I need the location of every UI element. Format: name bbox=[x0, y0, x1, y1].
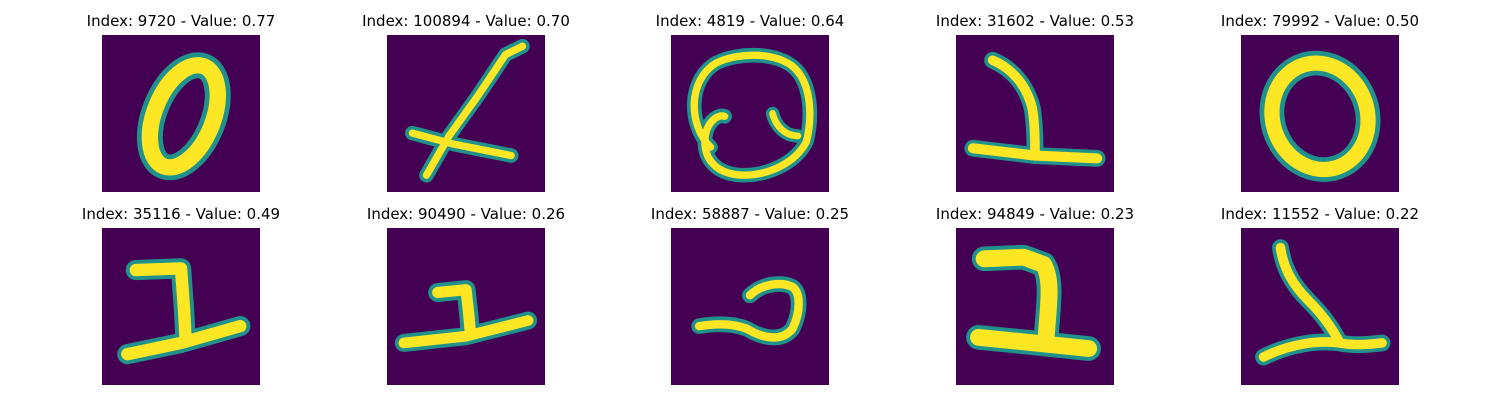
digit-image-zero bbox=[102, 35, 260, 192]
tile-title: Index: 79992 - Value: 0.50 bbox=[1220, 12, 1420, 30]
digit-image-one bbox=[956, 35, 1114, 192]
digit-image-one bbox=[387, 228, 545, 385]
digit-image-curl bbox=[671, 228, 829, 385]
digit-image-slash bbox=[387, 35, 545, 192]
tile-title: Index: 35116 - Value: 0.49 bbox=[81, 205, 281, 223]
tile-title: Index: 100894 - Value: 0.70 bbox=[362, 12, 570, 30]
tile-title: Index: 58887 - Value: 0.25 bbox=[650, 205, 850, 223]
tile-title: Index: 31602 - Value: 0.53 bbox=[935, 12, 1135, 30]
tile-title: Index: 4819 - Value: 0.64 bbox=[655, 12, 845, 30]
digit-image-loop bbox=[671, 35, 829, 192]
tile-title: Index: 9720 - Value: 0.77 bbox=[86, 12, 276, 30]
digit-image-one bbox=[1241, 228, 1399, 385]
tile-title: Index: 90490 - Value: 0.26 bbox=[366, 205, 566, 223]
digit-image-two bbox=[956, 228, 1114, 385]
tile-title: Index: 11552 - Value: 0.22 bbox=[1220, 205, 1420, 223]
tile-title: Index: 94849 - Value: 0.23 bbox=[935, 205, 1135, 223]
digit-image-one bbox=[102, 228, 260, 385]
digit-image-zero bbox=[1241, 35, 1399, 192]
